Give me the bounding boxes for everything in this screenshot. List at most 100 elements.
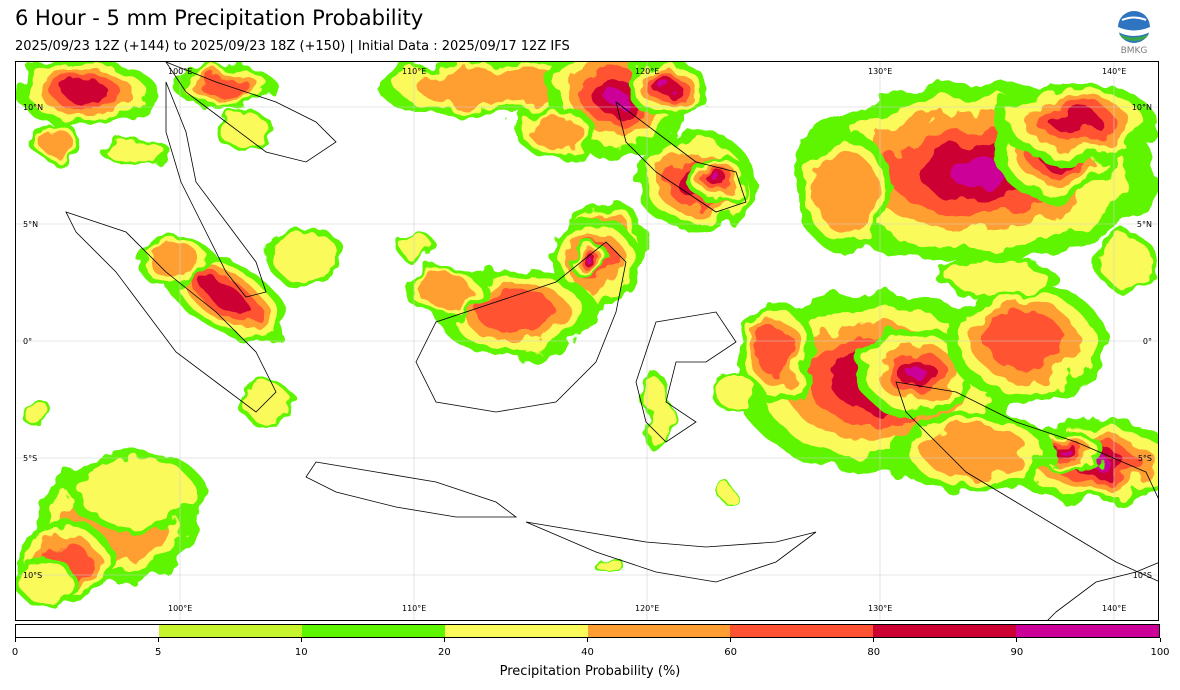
lon-label-top: 100°E: [168, 67, 193, 76]
colorbar-tick-mark: [14, 638, 16, 642]
coastline: [165, 62, 337, 163]
colorbar-tick-label: 100: [1150, 647, 1170, 658]
precip-area: [77, 458, 195, 526]
precip-area: [717, 485, 735, 499]
lon-label-bottom: 110°E: [402, 604, 427, 613]
colorbar-tick-label: 0: [11, 647, 19, 658]
precip-area: [1060, 449, 1072, 455]
precip-area: [63, 80, 109, 104]
precip-area: [205, 282, 247, 312]
coastline: [525, 521, 817, 583]
coastlines: [65, 62, 1158, 620]
precip-area: [715, 375, 757, 409]
coastline: [415, 241, 627, 413]
precip-area: [272, 232, 340, 282]
lon-label-bottom: 120°E: [635, 604, 660, 613]
precip-area: [1050, 109, 1102, 135]
precip-area: [756, 327, 796, 377]
coastline: [615, 101, 747, 213]
precip-area: [923, 425, 1029, 479]
precip-area: [949, 158, 1003, 186]
lat-label-left: 5°S: [23, 454, 38, 463]
lat-label-right: 0°: [1142, 337, 1152, 346]
colorbar-segment: [730, 625, 874, 637]
precip-area: [419, 275, 473, 309]
lon-label-bottom: 130°E: [868, 604, 893, 613]
lon-label-top: 110°E: [402, 67, 427, 76]
precip-area: [23, 399, 49, 425]
lat-label-right: 5°N: [1136, 220, 1152, 229]
coastline: [65, 211, 277, 413]
colorbar-tick-label: 5: [154, 647, 162, 658]
lon-label-top: 140°E: [1102, 67, 1127, 76]
lon-label-bottom: 100°E: [168, 604, 193, 613]
colorbar-tick-mark: [157, 638, 159, 642]
precip-area: [588, 259, 594, 265]
graticule: [16, 62, 1158, 620]
precip-area: [605, 87, 627, 107]
colorbar-label: Precipitation Probability (%): [499, 664, 681, 679]
colorbar-tick-label: 80: [867, 647, 881, 658]
coastline: [895, 381, 1158, 582]
precip-area: [907, 365, 925, 379]
map-subtitle: 2025/09/23 12Z (+144) to 2025/09/23 18Z …: [15, 39, 570, 54]
bmkg-logo: BMKG: [1113, 10, 1155, 56]
precip-area: [986, 312, 1066, 372]
coastline: [305, 461, 518, 518]
precip-probability-fields: [16, 62, 1158, 607]
precip-area: [711, 173, 721, 181]
colorbar-tick-mark: [443, 638, 445, 642]
colorbar-tick-mark: [1016, 638, 1018, 642]
lat-label-left: 10°S: [23, 571, 43, 580]
colorbar-tick-mark: [587, 638, 588, 642]
colorbar-segment: [1016, 625, 1159, 637]
precip-area: [660, 82, 672, 92]
precip-area: [1101, 237, 1151, 287]
precip-area: [643, 378, 669, 446]
colorbar-tick-label: 60: [724, 647, 737, 658]
lat-label-right: 10°N: [1131, 103, 1152, 112]
map-title: 6 Hour - 5 mm Precipitation Probability: [15, 6, 424, 30]
colorbar-segment: [444, 625, 588, 637]
precip-area: [106, 140, 166, 164]
colorbar: [15, 624, 1160, 638]
colorbar-segment: [16, 625, 159, 637]
lat-label-right: 10°S: [1132, 571, 1152, 580]
lat-label-left: 5°N: [23, 220, 39, 229]
lat-label-right: 5°S: [1137, 454, 1152, 463]
lat-label-left: 10°N: [23, 103, 44, 112]
precip-area: [221, 115, 271, 149]
precip-area: [476, 289, 556, 335]
precip-area: [946, 260, 1046, 294]
lon-label-top: 130°E: [868, 67, 893, 76]
colorbar-tick-mark: [300, 638, 302, 642]
lat-label-left: 0°: [23, 337, 33, 346]
colorbar-tick-label: 40: [581, 647, 594, 658]
colorbar-tick-label: 20: [438, 647, 451, 658]
precip-area: [39, 128, 73, 156]
precip-area: [399, 234, 433, 260]
coastline: [165, 81, 267, 298]
lon-label-top: 120°E: [635, 67, 660, 76]
coastline: [635, 311, 737, 443]
colorbar-segment: [301, 625, 445, 637]
colorbar-segment: [158, 625, 302, 637]
colorbar-segment: [587, 625, 731, 637]
colorbar-tick-mark: [1159, 638, 1161, 642]
precip-area: [813, 152, 879, 232]
precip-area: [201, 74, 251, 100]
colorbar-tick-label: 10: [294, 647, 308, 658]
colorbar-tick-mark: [873, 638, 875, 642]
precip-area: [149, 245, 203, 279]
colorbar-tick-label: 90: [1010, 647, 1024, 658]
precipitation-map: 100°E 100°E 110°E 110°E 120°E 120°E 130°E 130°E…: [15, 61, 1159, 621]
lon-label-bottom: 140°E: [1102, 604, 1127, 613]
colorbar-segment: [873, 625, 1017, 637]
precip-area: [21, 561, 71, 603]
precip-area: [593, 553, 619, 571]
colorbar-tick-mark: [730, 638, 732, 642]
coastline: [1047, 562, 1158, 620]
precip-area: [529, 115, 583, 149]
precip-area: [416, 67, 576, 107]
svg-text:BMKG: BMKG: [1121, 46, 1148, 56]
